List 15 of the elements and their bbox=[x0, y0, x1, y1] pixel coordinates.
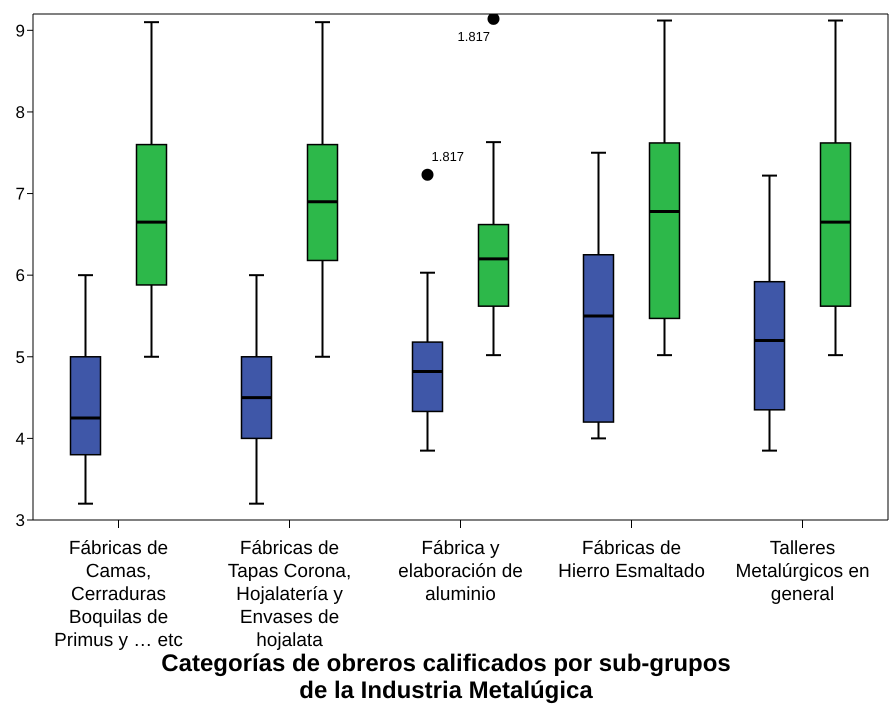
x-tick-label: Fábricas de Camas, Cerraduras Boquilas de Primus y … etc bbox=[54, 538, 183, 651]
y-tick-label: 3 bbox=[16, 511, 25, 530]
y-tick-label: 4 bbox=[16, 429, 25, 448]
x-tick-label: Fábrica y elaboración de aluminio bbox=[398, 538, 523, 605]
y-tick-label: 9 bbox=[16, 21, 25, 40]
x-tick-label: Fábricas de Tapas Corona, Hojalatería y Envases de hojalata bbox=[228, 538, 352, 651]
x-tick-label: Talleres Metalúrgicos en general bbox=[735, 538, 870, 605]
y-tick-label: 8 bbox=[16, 102, 25, 122]
y-tick-label: 5 bbox=[16, 348, 25, 367]
x-axis-title: Categorías de obreros calificados por sub-grupos de la Industria Metalúgica bbox=[160, 650, 732, 704]
x-tick-label: Fábricas de Hierro Esmaltado bbox=[558, 538, 705, 582]
annotation: 1.817 bbox=[432, 148, 464, 164]
annotation: 1.817 bbox=[458, 28, 490, 44]
y-tick-label: 6 bbox=[16, 266, 25, 286]
y-tick-label: 7 bbox=[16, 184, 25, 204]
